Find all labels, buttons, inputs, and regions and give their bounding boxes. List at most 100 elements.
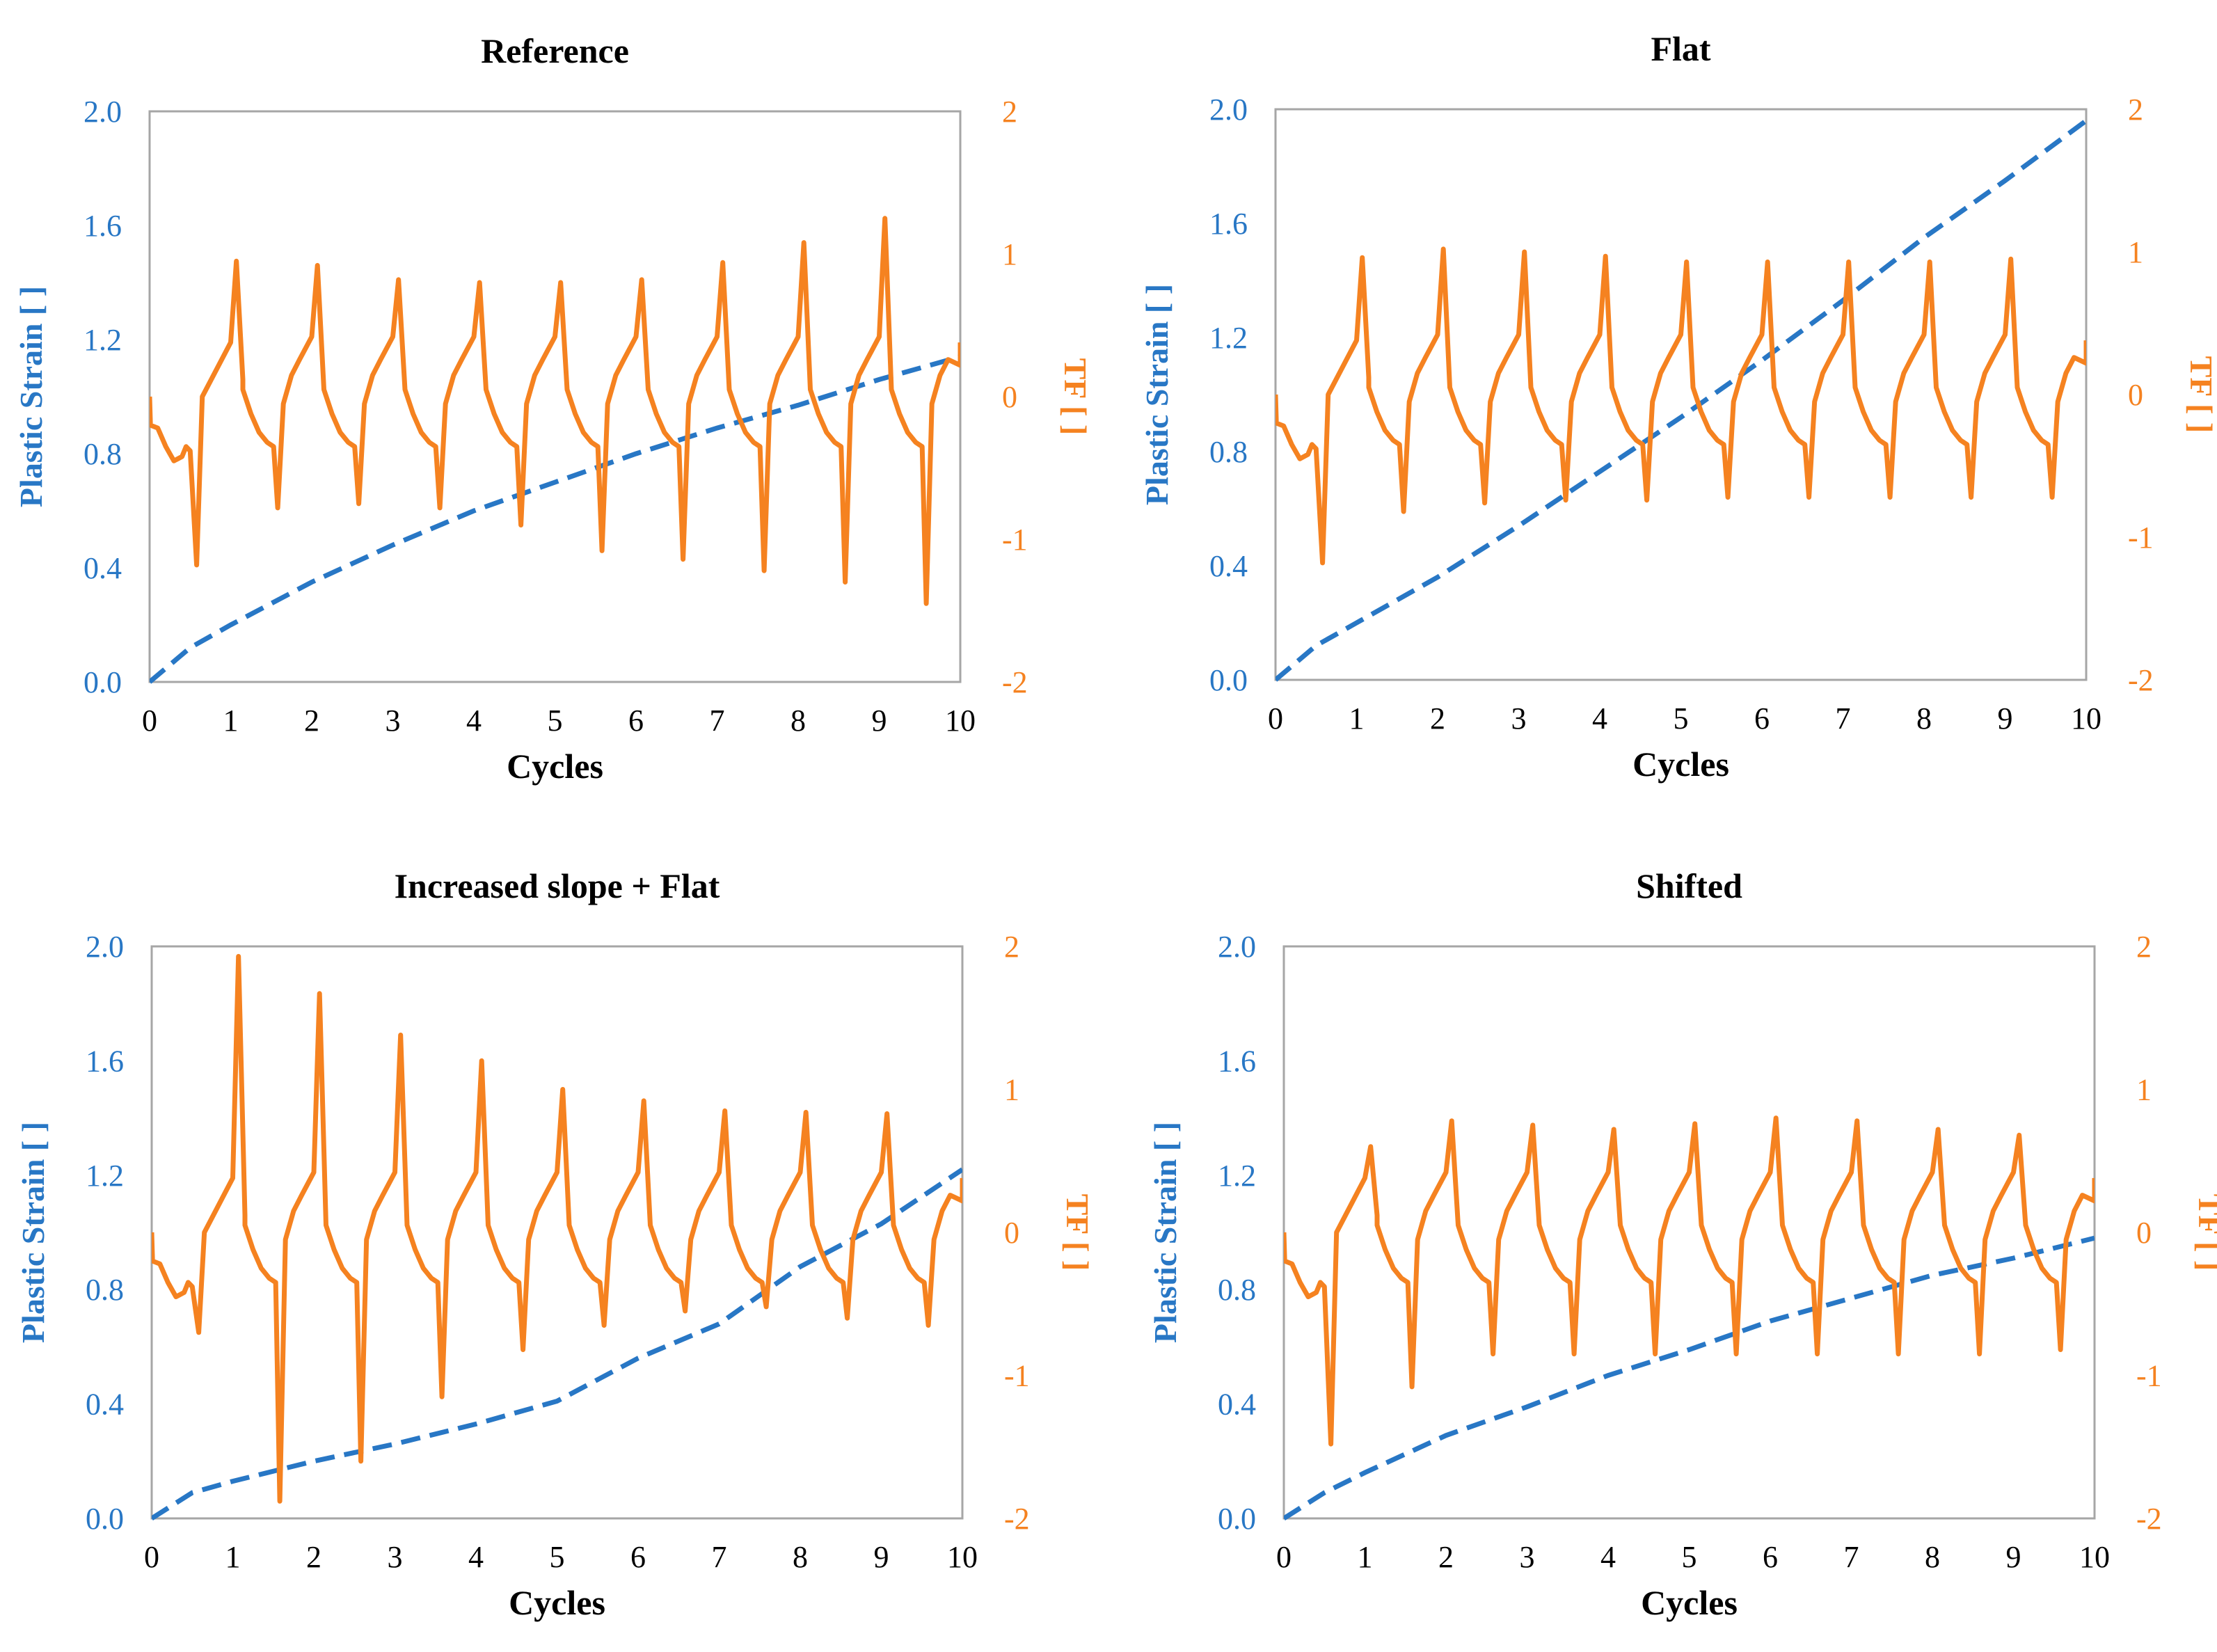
y-left-axis-label: Plastic Strain [ ]	[15, 1122, 51, 1343]
y-right-tick-label: -1	[2128, 521, 2154, 555]
y-right-tick-label: 1	[1002, 237, 1017, 271]
x-tick-label: 7	[1836, 701, 1851, 736]
x-tick-label: 10	[2071, 701, 2101, 736]
x-tick-label: 9	[2006, 1540, 2021, 1574]
x-tick-label: 6	[628, 704, 644, 738]
x-tick-label: 7	[1844, 1540, 1859, 1574]
x-tick-label: 6	[1754, 701, 1770, 736]
x-axis-label: Cycles	[507, 747, 603, 786]
series-tf-line	[152, 953, 962, 1504]
y-right-tick-label: -2	[2136, 1502, 2162, 1536]
x-tick-label: 3	[386, 704, 401, 738]
x-tick-label: 0	[142, 704, 157, 738]
x-tick-label: 0	[144, 1540, 159, 1574]
y-right-tick-label: 0	[2136, 1216, 2152, 1250]
x-axis-label: Cycles	[1632, 745, 1729, 784]
x-tick-label: 1	[1358, 1540, 1373, 1574]
x-tick-label: 5	[548, 704, 563, 738]
y-left-tick-label: 1.6	[1218, 1044, 1256, 1078]
x-tick-label: 4	[1592, 701, 1607, 736]
series-tf-line	[1276, 246, 2086, 566]
series-plastic-strain-line	[1284, 1235, 2095, 1520]
x-tick-label: 2	[1438, 1540, 1454, 1574]
y-left-tick-label: 2.0	[86, 930, 124, 964]
y-left-tick-label: 0.0	[86, 1502, 124, 1536]
y-right-axis-label: TF [ ]	[2192, 1194, 2217, 1271]
y-left-tick-label: 0.0	[1209, 663, 1248, 697]
y-right-axis-label: TF [ ]	[1058, 358, 1093, 436]
y-right-tick-label: 1	[1004, 1073, 1019, 1107]
x-tick-label: 9	[1998, 701, 2013, 736]
x-tick-label: 9	[874, 1540, 889, 1574]
x-tick-label: 10	[2079, 1540, 2110, 1574]
y-left-tick-label: 0.8	[1209, 435, 1248, 469]
x-tick-label: 5	[1674, 701, 1689, 736]
x-tick-label: 8	[1916, 701, 1932, 736]
x-tick-label: 8	[790, 704, 806, 738]
y-right-tick-label: 1	[2136, 1073, 2152, 1107]
y-right-tick-label: -1	[2136, 1359, 2162, 1393]
y-left-tick-label: 0.8	[86, 1273, 124, 1307]
x-tick-label: 10	[947, 1540, 978, 1574]
x-tick-label: 1	[223, 704, 239, 738]
x-tick-label: 8	[793, 1540, 808, 1574]
plot-area	[1282, 945, 2096, 1520]
chart-title: Flat	[1651, 29, 1710, 68]
plot-area	[1274, 108, 2088, 681]
x-tick-label: 0	[1276, 1540, 1292, 1574]
x-tick-label: 9	[872, 704, 887, 738]
x-axis-label: Cycles	[1641, 1583, 1738, 1622]
y-left-tick-label: 0.4	[1209, 549, 1248, 583]
x-tick-label: 1	[225, 1540, 241, 1574]
x-tick-label: 6	[630, 1540, 646, 1574]
y-right-tick-label: 2	[2128, 93, 2143, 127]
y-left-tick-label: 2.0	[1218, 930, 1256, 964]
y-right-tick-label: 0	[1002, 380, 1017, 414]
y-left-tick-label: 0.0	[84, 665, 122, 699]
y-right-tick-label: 0	[2128, 378, 2143, 412]
y-right-tick-label: -2	[1004, 1502, 1030, 1536]
y-right-tick-label: 2	[1002, 95, 1017, 129]
x-tick-label: 7	[710, 704, 725, 738]
chart-title: Increased slope + Flat	[395, 866, 720, 905]
y-left-axis-label: Plastic Strain [ ]	[13, 286, 49, 507]
series-tf-line	[150, 216, 960, 606]
x-tick-label: 7	[712, 1540, 727, 1574]
x-tick-label: 1	[1349, 701, 1365, 736]
x-tick-label: 0	[1268, 701, 1283, 736]
series-plastic-strain-line	[1276, 118, 2086, 682]
y-left-tick-label: 0.8	[1218, 1273, 1256, 1307]
y-left-tick-label: 0.4	[86, 1388, 124, 1422]
y-left-tick-label: 1.6	[84, 209, 122, 243]
x-tick-label: 2	[1430, 701, 1445, 736]
y-left-tick-label: 0.0	[1218, 1502, 1256, 1536]
chart-title: Reference	[481, 31, 629, 70]
y-right-tick-label: 2	[2136, 930, 2152, 964]
y-left-tick-label: 0.4	[1218, 1388, 1256, 1422]
y-right-tick-label: -2	[2128, 663, 2154, 697]
x-tick-label: 4	[1600, 1540, 1616, 1574]
series-plastic-strain-line	[152, 1167, 962, 1520]
x-tick-label: 5	[1682, 1540, 1697, 1574]
y-left-tick-label: 1.2	[1218, 1159, 1256, 1193]
x-tick-label: 5	[550, 1540, 565, 1574]
x-tick-label: 4	[466, 704, 482, 738]
y-left-tick-label: 1.6	[1209, 207, 1248, 241]
y-right-tick-label: 1	[2128, 235, 2143, 269]
y-left-tick-label: 1.6	[86, 1044, 124, 1078]
chart-title: Shifted	[1636, 866, 1742, 905]
x-tick-label: 3	[1520, 1540, 1535, 1574]
series-tf-line	[1284, 1115, 2095, 1447]
series-plastic-strain-line	[150, 354, 960, 684]
y-right-axis-label: TF [ ]	[2184, 356, 2217, 434]
y-left-tick-label: 1.2	[86, 1159, 124, 1193]
y-right-tick-label: 0	[1004, 1216, 1019, 1250]
x-tick-label: 3	[388, 1540, 403, 1574]
y-left-tick-label: 0.8	[84, 437, 122, 471]
